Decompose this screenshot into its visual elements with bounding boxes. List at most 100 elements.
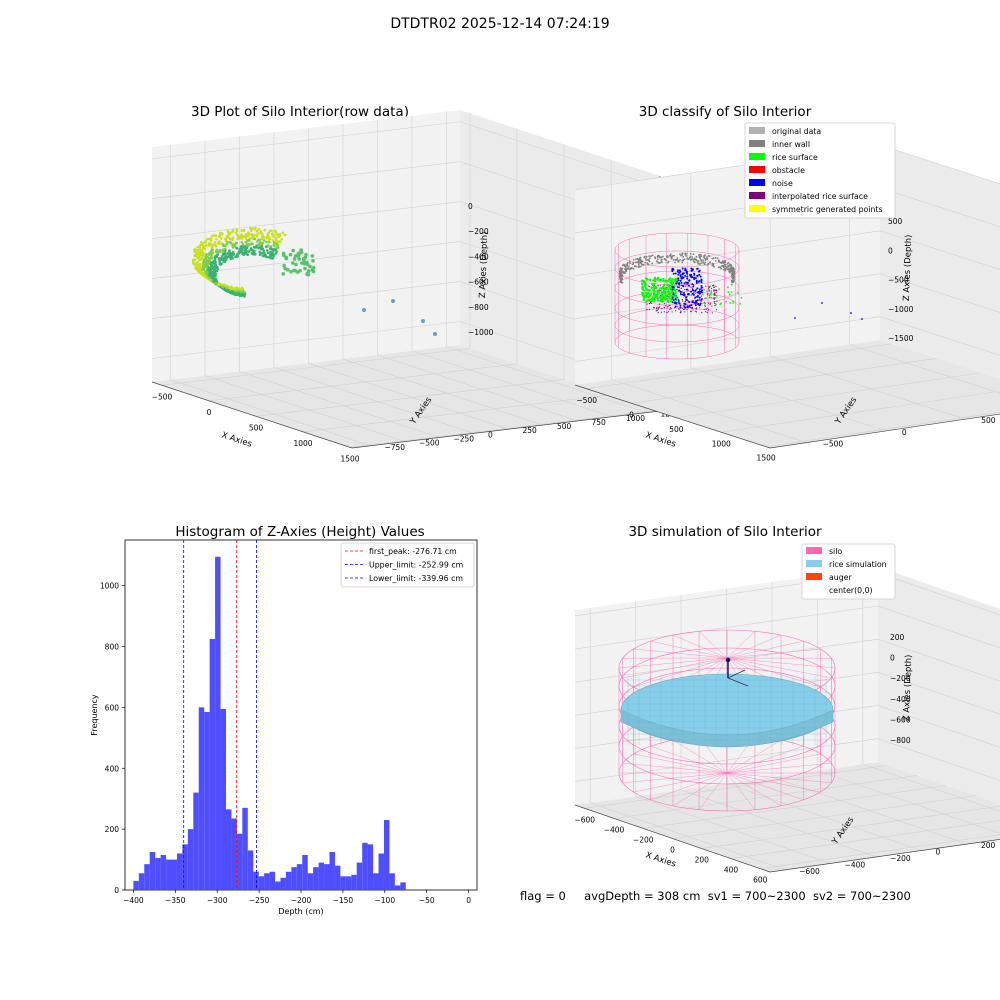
pane-floor xyxy=(575,762,1000,872)
legend-swatch xyxy=(749,153,765,160)
y-tick-label: −500 xyxy=(823,440,844,449)
histogram-bar xyxy=(318,862,325,890)
z-tick-label: −400 xyxy=(890,695,911,704)
y-tick-label: 750 xyxy=(591,418,606,427)
silo-roof-spoke xyxy=(726,634,782,659)
histogram-bar xyxy=(198,707,205,890)
silo-floor-spoke xyxy=(633,772,728,793)
silo-roof-spoke xyxy=(726,657,821,688)
grid-line xyxy=(877,638,1000,682)
legend-label: first_peak: -276.71 cm xyxy=(369,547,457,556)
y-tick-label: 0 xyxy=(114,886,119,895)
silo-floor-spoke xyxy=(650,745,728,774)
x-tick-label: −50 xyxy=(419,896,435,905)
grid-line xyxy=(766,411,1000,448)
histogram-bar xyxy=(275,881,281,890)
silo-floor-spoke xyxy=(622,772,728,784)
y-tick-label: 200 xyxy=(981,841,996,850)
pane-floor xyxy=(575,340,1000,448)
histogram-bar xyxy=(313,867,319,890)
grid-line xyxy=(302,394,612,433)
grid-line xyxy=(586,343,892,390)
z-tick-label: −600 xyxy=(468,278,489,287)
legend-swatch xyxy=(806,560,822,567)
histogram-bar xyxy=(253,871,259,890)
histogram-bar xyxy=(182,844,188,890)
y-tick-label: 1000 xyxy=(626,414,645,423)
grid-line xyxy=(680,789,877,858)
histogram-bar xyxy=(225,809,232,890)
grid-line xyxy=(721,390,1000,433)
x-tick-label: −400 xyxy=(123,896,144,905)
grid-line xyxy=(879,316,1000,356)
grid-line xyxy=(574,273,881,319)
grid-line xyxy=(342,358,544,426)
histogram-bar xyxy=(236,833,243,890)
x-tick-label: 1000 xyxy=(712,439,731,448)
silo-roof-spoke xyxy=(726,648,821,659)
x-tick-label: −500 xyxy=(152,392,173,401)
z-tick-label: 0 xyxy=(888,246,893,255)
histogram-bar xyxy=(296,864,303,890)
silo-floor-spoke xyxy=(726,772,832,784)
grid-line xyxy=(170,379,371,447)
silo-roof-spoke xyxy=(672,634,728,659)
grid-line xyxy=(151,161,461,199)
grid-line xyxy=(726,783,922,851)
grid-line xyxy=(255,379,565,417)
histogram-bar xyxy=(302,855,308,890)
grid-line xyxy=(862,763,1000,812)
grid-line xyxy=(879,273,1000,313)
silo-roof-spoke xyxy=(726,657,832,679)
grid-line xyxy=(574,316,881,362)
grid-line xyxy=(849,344,1000,394)
histogram-title: Histogram of Z-Axies (Height) Values xyxy=(175,524,425,540)
rice-simulation-rim xyxy=(620,709,834,748)
z-tick-label: −1000 xyxy=(468,328,494,337)
grid-line xyxy=(574,738,879,782)
silo-floor-spoke xyxy=(698,772,728,810)
x-tick-label: 0 xyxy=(629,410,634,419)
y-axis-line xyxy=(769,839,1000,873)
rice-mesh xyxy=(627,676,827,745)
grid-line xyxy=(151,281,461,319)
histogram-bar xyxy=(247,850,254,890)
legend-label: rice simulation xyxy=(829,560,887,569)
z-tick-label: −500 xyxy=(888,276,909,285)
histogram-bar xyxy=(334,865,341,890)
silo-roof-spoke xyxy=(726,640,804,659)
legend-label: symmetric generated points xyxy=(772,205,883,214)
histogram-bar xyxy=(394,885,401,890)
z-tick-label: −600 xyxy=(890,715,911,724)
x-tick-label: −200 xyxy=(633,835,654,844)
histogram-bar xyxy=(231,818,237,890)
pane-back xyxy=(878,567,1000,804)
y-tick-label: 500 xyxy=(557,422,572,431)
x-tick-label: 0 xyxy=(207,408,212,417)
auger-arm xyxy=(727,669,746,679)
grid-line xyxy=(611,379,807,443)
silo-floor-spoke xyxy=(726,772,782,807)
histogram-bar xyxy=(149,851,156,890)
legend-frame xyxy=(801,543,896,600)
histogram-bar xyxy=(144,864,150,890)
grid-line xyxy=(574,605,879,650)
grid-line xyxy=(208,363,518,402)
x-tick-label: −250 xyxy=(249,896,270,905)
histogram-bar xyxy=(373,873,379,890)
y-tick-label: 0 xyxy=(902,428,907,437)
histogram-bar xyxy=(264,873,270,890)
histogram-bar xyxy=(155,858,161,890)
y-tick-label: −600 xyxy=(799,867,820,876)
x-tick-label: −400 xyxy=(604,825,625,834)
grid-line xyxy=(161,348,471,386)
histogram-bar xyxy=(378,853,384,890)
legend-label: inner wall xyxy=(772,140,810,149)
grid-line xyxy=(817,770,1000,834)
legend-swatch xyxy=(749,127,765,134)
grid-line xyxy=(273,367,475,434)
z-tick-label: 0 xyxy=(468,202,473,211)
legend-swatch xyxy=(806,547,822,554)
grid-line xyxy=(411,350,613,418)
